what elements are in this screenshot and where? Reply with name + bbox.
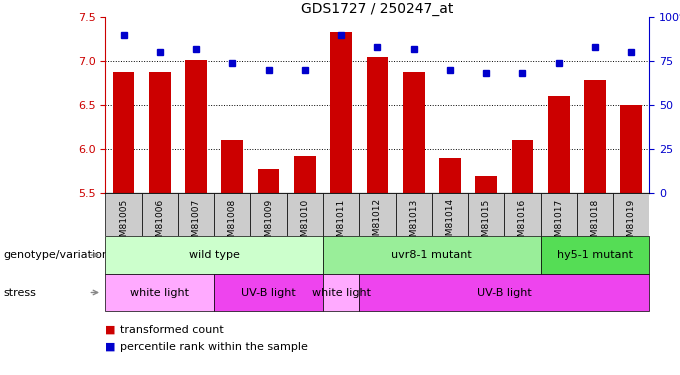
- Text: hy5-1 mutant: hy5-1 mutant: [557, 250, 633, 260]
- Text: UV-B light: UV-B light: [477, 288, 532, 297]
- Text: GSM81011: GSM81011: [337, 198, 345, 248]
- Bar: [178, 193, 214, 236]
- Text: GSM81016: GSM81016: [518, 198, 527, 248]
- Text: genotype/variation: genotype/variation: [3, 250, 109, 260]
- Text: GSM81007: GSM81007: [192, 198, 201, 248]
- Bar: [548, 96, 570, 193]
- Bar: [359, 193, 396, 236]
- Bar: [396, 193, 432, 236]
- Bar: [258, 170, 279, 193]
- Bar: [141, 193, 178, 236]
- Text: uvr8-1 mutant: uvr8-1 mutant: [392, 250, 472, 260]
- Text: stress: stress: [3, 288, 36, 297]
- Bar: [113, 72, 135, 193]
- Text: GSM81006: GSM81006: [155, 198, 165, 248]
- Bar: [294, 156, 316, 193]
- Bar: [613, 193, 649, 236]
- Text: GSM81010: GSM81010: [301, 198, 309, 248]
- Text: GSM81009: GSM81009: [264, 198, 273, 248]
- Bar: [330, 32, 352, 193]
- Text: GSM81015: GSM81015: [481, 198, 491, 248]
- Bar: [439, 158, 461, 193]
- Bar: [185, 60, 207, 193]
- Text: GSM81018: GSM81018: [590, 198, 600, 248]
- Bar: [149, 72, 171, 193]
- Text: GSM81013: GSM81013: [409, 198, 418, 248]
- Text: ■: ■: [105, 325, 120, 335]
- Text: GSM81005: GSM81005: [119, 198, 128, 248]
- Bar: [287, 193, 323, 236]
- Bar: [584, 80, 606, 193]
- Bar: [403, 72, 424, 193]
- Bar: [468, 193, 505, 236]
- Text: white light: white light: [131, 288, 189, 297]
- Bar: [577, 193, 613, 236]
- Bar: [505, 193, 541, 236]
- Text: transformed count: transformed count: [120, 325, 224, 335]
- Bar: [105, 193, 141, 236]
- Bar: [620, 105, 642, 193]
- Text: UV-B light: UV-B light: [241, 288, 296, 297]
- Text: GSM81008: GSM81008: [228, 198, 237, 248]
- Bar: [511, 140, 533, 193]
- Bar: [222, 140, 243, 193]
- Text: white light: white light: [311, 288, 371, 297]
- Bar: [475, 176, 497, 193]
- Text: GSM81014: GSM81014: [445, 198, 454, 248]
- Bar: [250, 193, 287, 236]
- Bar: [323, 193, 359, 236]
- Text: GSM81012: GSM81012: [373, 198, 382, 248]
- Bar: [541, 193, 577, 236]
- Text: wild type: wild type: [189, 250, 239, 260]
- Text: GSM81017: GSM81017: [554, 198, 563, 248]
- Text: percentile rank within the sample: percentile rank within the sample: [120, 342, 308, 352]
- Bar: [214, 193, 250, 236]
- Title: GDS1727 / 250247_at: GDS1727 / 250247_at: [301, 2, 454, 16]
- Text: ■: ■: [105, 342, 120, 352]
- Bar: [367, 57, 388, 193]
- Bar: [432, 193, 468, 236]
- Text: GSM81019: GSM81019: [627, 198, 636, 248]
